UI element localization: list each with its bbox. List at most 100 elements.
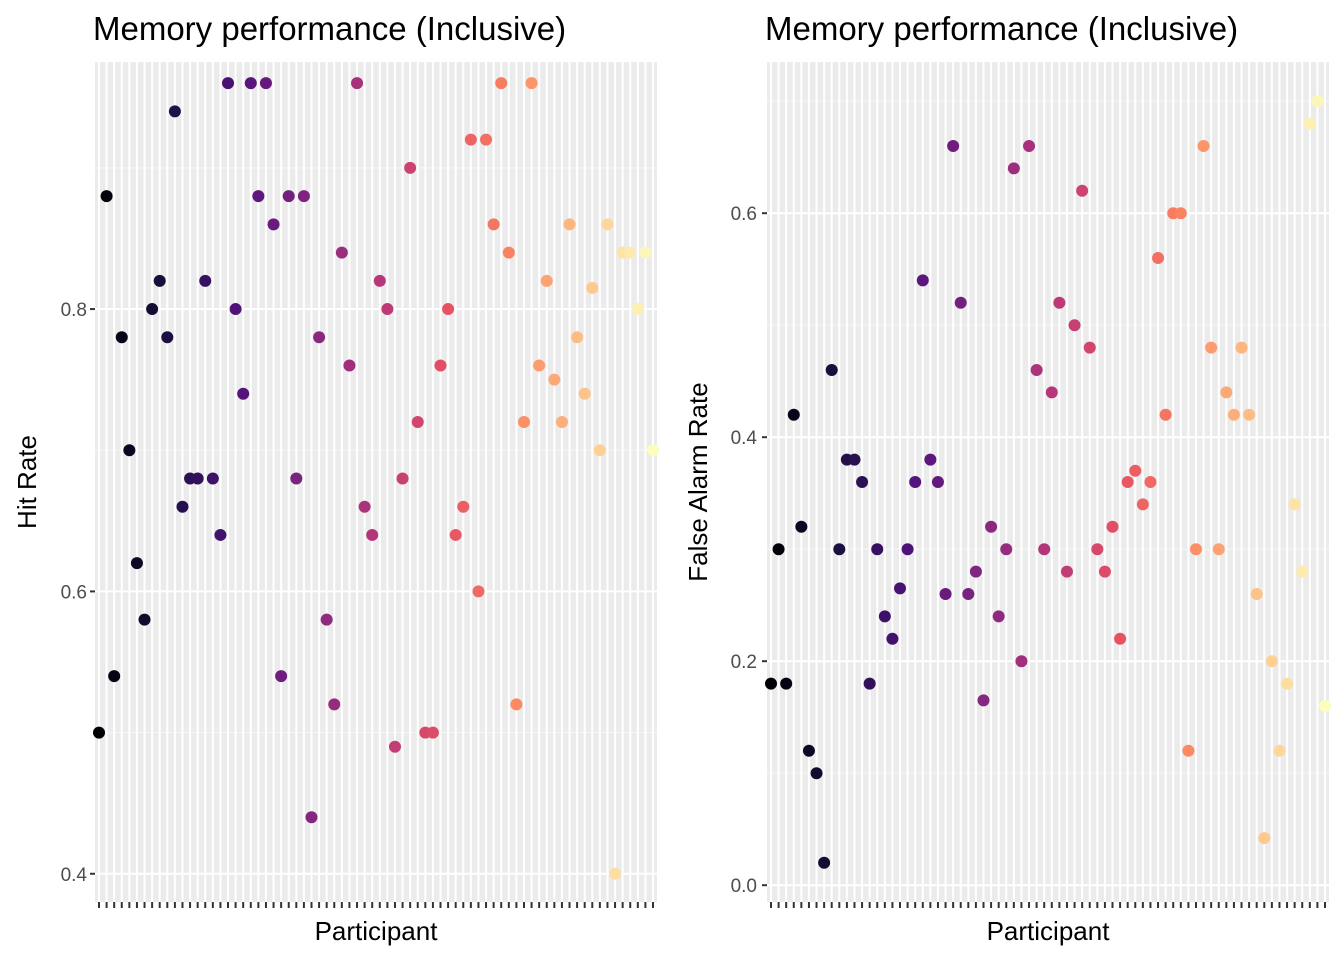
data-point — [810, 767, 823, 780]
data-point — [297, 190, 310, 203]
data-point — [787, 408, 800, 421]
data-point — [168, 105, 181, 118]
data-point — [457, 500, 470, 513]
data-point — [123, 444, 136, 457]
data-point — [1091, 543, 1104, 556]
data-point — [1152, 252, 1165, 264]
data-point — [593, 444, 606, 457]
data-point — [954, 296, 967, 309]
data-point — [153, 274, 166, 287]
data-point — [909, 476, 922, 488]
data-point — [856, 476, 869, 488]
data-point — [206, 472, 219, 485]
data-point — [343, 359, 356, 372]
data-point — [1235, 341, 1248, 354]
data-point — [1273, 744, 1286, 757]
data-point — [624, 246, 637, 259]
data-point — [924, 453, 937, 466]
plot-panel-background — [95, 62, 657, 902]
data-point — [502, 246, 515, 259]
data-point — [1129, 464, 1142, 477]
data-point — [931, 476, 944, 488]
data-point — [1288, 498, 1301, 511]
data-point — [609, 867, 622, 880]
data-point — [1311, 95, 1324, 108]
data-point — [381, 303, 394, 316]
data-point — [780, 677, 793, 690]
data-point — [108, 670, 121, 683]
data-point — [1023, 140, 1036, 152]
data-point — [1319, 700, 1331, 712]
data-point — [1159, 408, 1172, 421]
y-tick-label: 0.8 — [61, 300, 87, 321]
data-point — [396, 472, 409, 485]
data-point — [939, 588, 952, 600]
data-point — [1220, 386, 1233, 399]
data-point — [130, 557, 143, 570]
y-tick-label: 0.6 — [731, 204, 757, 225]
data-point — [1015, 655, 1028, 668]
data-point — [290, 472, 303, 485]
data-point — [411, 416, 424, 428]
y-axis-label: False Alarm Rate — [683, 382, 713, 581]
data-point — [335, 246, 348, 259]
data-point — [115, 331, 128, 344]
data-point — [1053, 296, 1066, 309]
data-point — [1205, 341, 1218, 354]
data-point — [510, 698, 523, 711]
data-point — [992, 610, 1005, 623]
data-point — [1189, 543, 1202, 556]
data-point — [1212, 543, 1225, 556]
data-point — [563, 218, 576, 231]
chart-title: Memory performance (Inclusive) — [93, 10, 566, 47]
data-point — [848, 453, 861, 466]
data-point — [1250, 588, 1263, 600]
data-point — [1296, 565, 1309, 578]
data-point — [1000, 543, 1013, 556]
data-point — [161, 331, 174, 344]
data-point — [305, 811, 318, 824]
data-point — [1098, 565, 1111, 578]
data-point — [229, 303, 242, 316]
y-tick-label: 0.4 — [731, 428, 758, 449]
data-point — [772, 543, 785, 556]
data-point — [631, 303, 644, 316]
data-point — [275, 670, 288, 683]
data-point — [916, 274, 929, 287]
data-point — [639, 246, 652, 259]
data-point — [533, 359, 546, 372]
data-point — [985, 520, 998, 533]
data-point — [1281, 677, 1294, 690]
data-point — [100, 190, 113, 203]
data-point — [525, 77, 538, 90]
data-point — [962, 588, 975, 600]
data-point — [1174, 207, 1187, 220]
data-point — [267, 218, 280, 231]
x-axis-label: Participant — [315, 916, 439, 946]
data-point — [404, 161, 417, 174]
data-point — [358, 500, 371, 513]
data-point — [222, 77, 235, 90]
data-point — [426, 726, 439, 739]
data-point — [464, 133, 477, 146]
panel-2: 0.0 0.2 0.4 0.6 Memory performance (Inclusiv… — [683, 10, 1331, 946]
data-point — [328, 698, 341, 711]
data-point — [1197, 140, 1210, 152]
plot-panel-background — [767, 62, 1329, 902]
data-point — [1083, 341, 1096, 354]
data-point — [1258, 832, 1271, 845]
data-point — [517, 416, 530, 428]
y-axis-label: Hit Rate — [12, 435, 42, 529]
data-point — [313, 331, 326, 344]
data-point — [1068, 319, 1081, 332]
data-point — [373, 274, 386, 287]
data-point — [495, 77, 508, 90]
data-point — [586, 281, 599, 294]
data-point — [1227, 408, 1240, 421]
y-tick-label: 0.0 — [731, 876, 757, 897]
data-point — [1303, 117, 1316, 130]
data-point — [833, 543, 846, 556]
data-point — [1265, 655, 1278, 668]
data-point — [1076, 184, 1089, 197]
